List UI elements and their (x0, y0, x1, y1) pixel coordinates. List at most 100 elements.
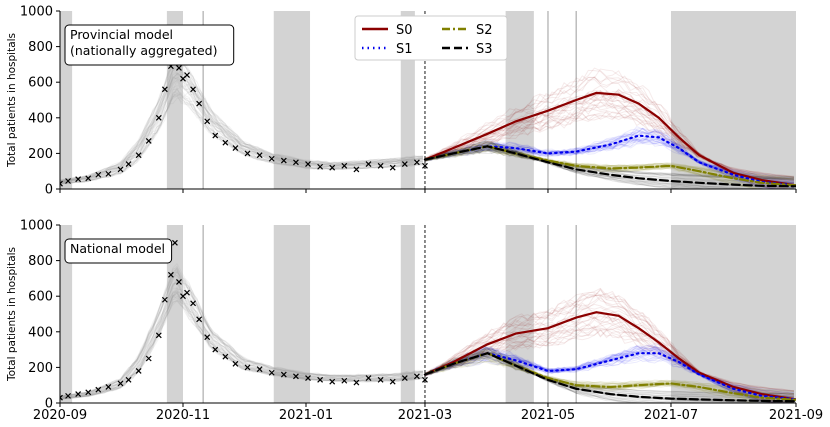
fit-trajectory (60, 96, 424, 185)
fit-trajectory (60, 292, 424, 400)
fit-trajectory (60, 55, 424, 181)
shaded-period (505, 225, 534, 403)
scenario-trajectory-S3 (424, 353, 795, 400)
scenario-trajectory-S3 (424, 351, 794, 403)
scenario-trajectory-S2 (424, 355, 795, 398)
y-tick-label: 0 (45, 183, 53, 198)
scenario-trajectory-S0 (424, 75, 794, 189)
observed-point (280, 157, 287, 164)
fit-trajectory (60, 92, 424, 184)
fit-trajectory (60, 64, 424, 182)
shaded-period (670, 225, 796, 403)
scenario-trajectory-S1 (424, 346, 795, 403)
observed-point (161, 296, 168, 303)
shaded-period (273, 11, 311, 189)
fit-trajectory (60, 290, 424, 399)
panel-label: National model (70, 241, 165, 256)
fit-trajectory (60, 61, 424, 182)
scenario-trajectory-S0 (424, 110, 795, 178)
y-tick-label: 200 (28, 361, 53, 376)
observed-point (145, 138, 152, 144)
scenario-trajectory-S1 (424, 346, 794, 403)
scenario-trajectory-S0 (424, 294, 794, 403)
observed-point (212, 132, 219, 139)
fit-trajectory (60, 275, 424, 397)
legend-box (354, 15, 508, 61)
observed-point (305, 161, 311, 168)
fit-trajectory (60, 265, 424, 397)
observed-point (196, 316, 203, 323)
fit-trajectory (60, 86, 424, 185)
scenario-trajectory-S2 (424, 347, 794, 403)
scenario-trajectory-S1 (424, 347, 795, 403)
scenario-trajectory-S3 (424, 349, 794, 403)
scenario-trajectory-S0 (424, 67, 794, 189)
scenario-trajectory-S3 (424, 141, 794, 189)
scenario-trajectory-S1 (424, 344, 794, 403)
fit-trajectory (60, 295, 424, 400)
legend-label-S0: S0 (396, 23, 413, 38)
observed-point (204, 118, 211, 125)
shaded-period (505, 11, 534, 189)
fit-trajectory (60, 79, 424, 183)
observed-point (317, 376, 324, 383)
scenario-trajectory-S0 (424, 322, 795, 395)
fit-trajectory (60, 300, 424, 400)
observed-point (184, 72, 190, 79)
y-tick-label: 800 (28, 254, 53, 269)
fit-trajectory (60, 68, 424, 182)
scenario-trajectory-S2 (424, 349, 795, 403)
scenario-trajectory-S2 (424, 347, 794, 403)
scenario-trajectory-S1 (424, 345, 794, 403)
shaded-period (166, 225, 184, 403)
fit-trajectory (60, 262, 424, 397)
scenario-trajectory-S3 (424, 146, 795, 186)
fit-trajectory (60, 267, 424, 398)
x-tick-label: 2021-07 (644, 408, 698, 423)
fit-trajectory (60, 89, 424, 185)
observed-point (212, 346, 219, 353)
legend-label-S1: S1 (396, 42, 413, 57)
x-tick-label: 2020-09 (33, 408, 87, 423)
fit-trajectory (60, 80, 424, 184)
observed-point (232, 145, 239, 151)
scenario-trajectory-S2 (424, 350, 794, 403)
legend-label-S2: S2 (476, 23, 493, 38)
x-tick-label: 2021-03 (398, 408, 452, 423)
plot-area (60, 50, 796, 189)
fit-trajectory (60, 71, 424, 182)
fit-trajectory (60, 291, 424, 399)
observed-point (161, 86, 168, 93)
y-tick-label: 400 (28, 325, 53, 340)
fit-trajectory (60, 270, 424, 398)
observed-point (125, 376, 132, 383)
fit-trajectory (60, 68, 424, 182)
fit-trajectory (60, 291, 424, 400)
panel-label: (nationally aggregated) (70, 43, 217, 58)
fit-trajectory (60, 265, 424, 397)
scenario-trajectory-S1 (424, 346, 794, 403)
series-line-S0 (423, 91, 796, 187)
observed-point (184, 289, 190, 296)
panel-label-box (64, 24, 235, 66)
scenario-trajectory-S3 (424, 146, 795, 188)
scenario-trajectory-S0 (424, 114, 795, 178)
observed-point (65, 178, 71, 184)
fit-trajectory (60, 276, 424, 398)
observed-point (75, 391, 82, 398)
scenario-trajectory-S0 (424, 323, 795, 395)
y-axis-label: Total patients in hospitals (6, 33, 18, 168)
observed-point (167, 271, 174, 278)
fit-trajectory (60, 87, 424, 185)
fit-trajectory (60, 279, 424, 399)
fit-trajectory (60, 288, 424, 399)
scenario-trajectory-S3 (424, 348, 794, 403)
scenario-trajectory-S3 (424, 143, 794, 189)
scenario-trajectory-S0 (424, 292, 794, 403)
observed-point (190, 300, 197, 307)
fit-trajectory (60, 274, 424, 398)
shaded-period (60, 225, 73, 403)
fit-trajectory (60, 93, 424, 185)
observed-point (85, 175, 92, 182)
scenario-trajectory-S1 (424, 358, 795, 393)
